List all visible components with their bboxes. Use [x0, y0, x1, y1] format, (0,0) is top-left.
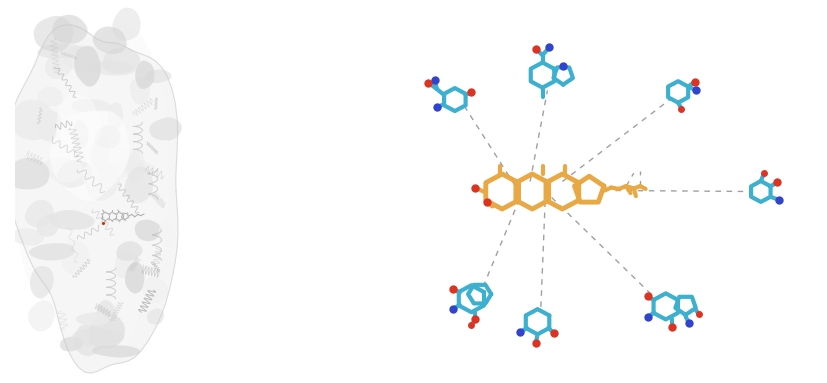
- Polygon shape: [71, 328, 124, 347]
- Polygon shape: [83, 164, 98, 187]
- Polygon shape: [125, 262, 145, 294]
- Polygon shape: [103, 47, 140, 74]
- Polygon shape: [135, 61, 155, 89]
- Polygon shape: [19, 24, 170, 356]
- Polygon shape: [159, 220, 175, 247]
- Polygon shape: [73, 119, 88, 149]
- Polygon shape: [45, 51, 72, 79]
- Polygon shape: [62, 240, 89, 275]
- Polygon shape: [149, 118, 182, 141]
- Polygon shape: [96, 300, 116, 339]
- Polygon shape: [74, 324, 104, 356]
- Polygon shape: [57, 160, 93, 188]
- Polygon shape: [124, 167, 153, 203]
- Polygon shape: [25, 200, 54, 228]
- Polygon shape: [87, 61, 136, 76]
- Polygon shape: [11, 100, 56, 141]
- Polygon shape: [30, 266, 54, 298]
- Polygon shape: [142, 277, 168, 303]
- Polygon shape: [29, 243, 74, 260]
- Polygon shape: [28, 301, 55, 331]
- Polygon shape: [63, 45, 112, 72]
- Polygon shape: [37, 44, 84, 59]
- Polygon shape: [55, 95, 101, 150]
- Polygon shape: [71, 99, 112, 113]
- Polygon shape: [36, 214, 60, 237]
- Polygon shape: [112, 159, 155, 173]
- Polygon shape: [6, 25, 178, 373]
- Polygon shape: [103, 147, 141, 178]
- Polygon shape: [92, 345, 141, 357]
- Polygon shape: [91, 136, 109, 172]
- Polygon shape: [37, 87, 63, 106]
- Polygon shape: [85, 161, 120, 201]
- Polygon shape: [135, 219, 161, 241]
- Polygon shape: [60, 337, 84, 352]
- Polygon shape: [11, 229, 44, 246]
- Polygon shape: [88, 313, 125, 348]
- Polygon shape: [74, 46, 101, 87]
- Polygon shape: [127, 151, 145, 183]
- Polygon shape: [76, 312, 112, 326]
- Polygon shape: [147, 308, 165, 324]
- Polygon shape: [50, 210, 94, 230]
- Polygon shape: [35, 111, 62, 142]
- Polygon shape: [116, 241, 142, 261]
- Polygon shape: [130, 77, 150, 105]
- Polygon shape: [112, 8, 141, 41]
- Polygon shape: [108, 103, 123, 131]
- Polygon shape: [94, 126, 121, 149]
- Polygon shape: [93, 26, 127, 54]
- Polygon shape: [34, 16, 74, 52]
- Polygon shape: [5, 158, 50, 190]
- Polygon shape: [50, 111, 130, 201]
- Polygon shape: [52, 15, 88, 44]
- Polygon shape: [144, 70, 172, 83]
- Polygon shape: [115, 249, 136, 278]
- Polygon shape: [42, 158, 84, 183]
